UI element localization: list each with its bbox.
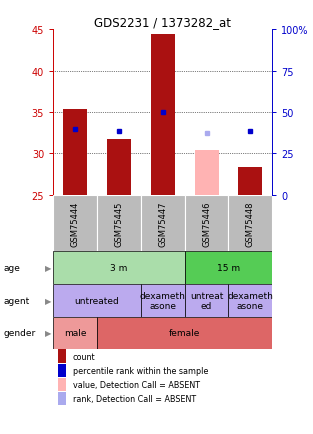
Bar: [194, 151, 218, 195]
Text: ▶: ▶: [45, 296, 52, 305]
Bar: [238, 168, 262, 195]
Text: ▶: ▶: [45, 329, 52, 338]
Bar: [185, 252, 272, 284]
Text: dexameth
asone: dexameth asone: [228, 291, 273, 310]
Title: GDS2231 / 1373282_at: GDS2231 / 1373282_at: [94, 16, 231, 29]
Text: percentile rank within the sample: percentile rank within the sample: [73, 366, 208, 375]
Text: count: count: [73, 352, 95, 361]
Text: GSM75446: GSM75446: [202, 201, 211, 246]
Text: untreat
ed: untreat ed: [190, 291, 223, 310]
Text: GSM75448: GSM75448: [246, 201, 255, 246]
Text: GSM75447: GSM75447: [158, 201, 167, 246]
Bar: [185, 284, 228, 317]
Bar: [58, 364, 66, 377]
Bar: [185, 195, 228, 252]
Bar: [53, 284, 141, 317]
Text: GSM75444: GSM75444: [71, 201, 80, 246]
Bar: [228, 195, 272, 252]
Bar: [53, 317, 97, 349]
Text: 15 m: 15 m: [217, 263, 240, 273]
Text: female: female: [169, 329, 200, 338]
Bar: [228, 284, 272, 317]
Text: value, Detection Call = ABSENT: value, Detection Call = ABSENT: [73, 380, 200, 389]
Bar: [97, 317, 272, 349]
Text: dexameth
asone: dexameth asone: [140, 291, 186, 310]
Bar: [141, 195, 185, 252]
Text: age: age: [3, 263, 20, 273]
Bar: [53, 195, 97, 252]
Text: male: male: [64, 329, 86, 338]
Bar: [97, 195, 141, 252]
Bar: [58, 378, 66, 391]
Text: 3 m: 3 m: [110, 263, 128, 273]
Text: agent: agent: [3, 296, 29, 305]
Bar: [58, 392, 66, 405]
Text: rank, Detection Call = ABSENT: rank, Detection Call = ABSENT: [73, 394, 196, 403]
Bar: [107, 139, 131, 195]
Text: gender: gender: [3, 329, 35, 338]
Text: ▶: ▶: [45, 263, 52, 273]
Bar: [151, 35, 175, 195]
Text: untreated: untreated: [75, 296, 119, 305]
Bar: [58, 350, 66, 363]
Text: GSM75445: GSM75445: [115, 201, 123, 246]
Bar: [63, 109, 87, 195]
Bar: [141, 284, 185, 317]
Bar: [53, 252, 185, 284]
